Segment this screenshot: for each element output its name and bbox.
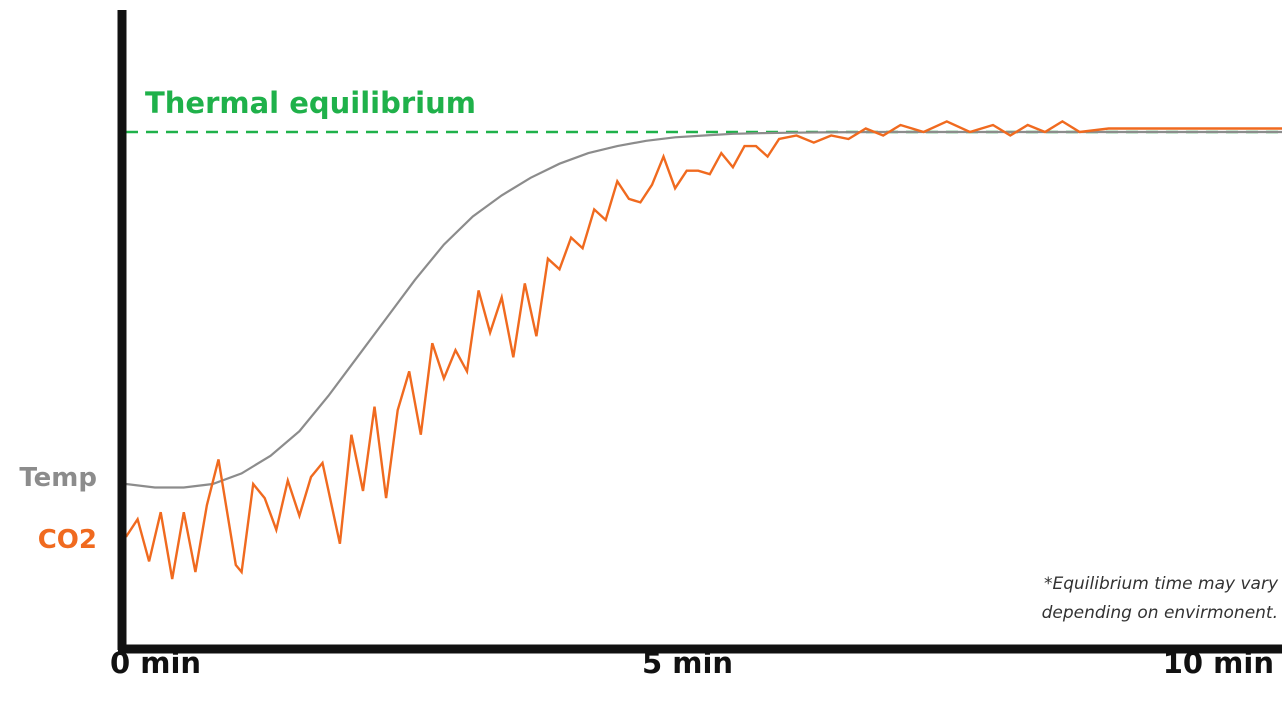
x-tick-label-10: 10 min	[1162, 646, 1274, 680]
series-label-temp: Temp	[19, 463, 97, 493]
plot-marks	[124, 119, 1282, 580]
footnote: *Equilibrium time may vary depending on …	[1042, 570, 1278, 628]
co2-series-line	[124, 119, 1282, 580]
x-tick-label-0: 0 min	[110, 646, 202, 680]
footnote-line-1: *Equilibrium time may vary	[1044, 574, 1278, 594]
series-label-co2: CO2	[37, 525, 97, 555]
footnote-line-2: depending on envirmonent.	[1041, 603, 1278, 623]
equilibrium-label: Thermal equilibrium	[145, 86, 476, 120]
temp-series-line	[125, 130, 1282, 489]
x-tick-label-5: 5 min	[642, 646, 734, 680]
